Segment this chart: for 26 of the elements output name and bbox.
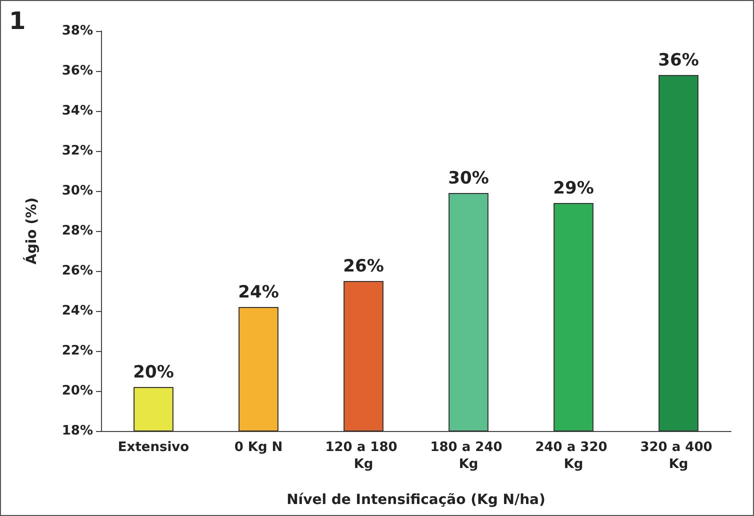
data-label: 30% xyxy=(448,168,489,188)
data-label: 24% xyxy=(238,282,279,302)
y-axis-title: Ágio (%) xyxy=(23,198,40,264)
text: 1 xyxy=(9,7,26,35)
x-tick-label: 0 Kg N xyxy=(234,440,283,455)
y-tick-label: 24% xyxy=(62,304,93,318)
x-axis-title: Nível de Intensificação (Kg N/ha) xyxy=(286,492,546,508)
y-tick-label: 20% xyxy=(62,384,93,398)
y-tick-label: 38% xyxy=(62,24,93,38)
x-tick-label: 120 a 180 Kg xyxy=(325,440,402,472)
x-tick-label: 180 a 240 Kg xyxy=(430,440,507,472)
data-label: 26% xyxy=(343,256,384,276)
y-tick-label: 30% xyxy=(62,184,93,198)
y-tick-label: 36% xyxy=(62,64,93,78)
x-tick-label: 320 a 400 Kg xyxy=(640,440,717,472)
y-tick-label: 32% xyxy=(62,144,93,158)
x-tick-label: 240 a 320 Kg xyxy=(535,440,612,472)
y-tick-label: 26% xyxy=(62,264,93,278)
x-tick-label: Extensivo xyxy=(118,440,190,455)
y-tick-label: 34% xyxy=(62,104,93,118)
data-label: 20% xyxy=(133,362,174,382)
data-label: 29% xyxy=(553,178,594,198)
y-tick-label: 18% xyxy=(62,424,93,438)
data-label: 36% xyxy=(658,50,699,70)
y-tick-label: 28% xyxy=(62,224,93,238)
y-tick-label: 22% xyxy=(62,344,93,358)
